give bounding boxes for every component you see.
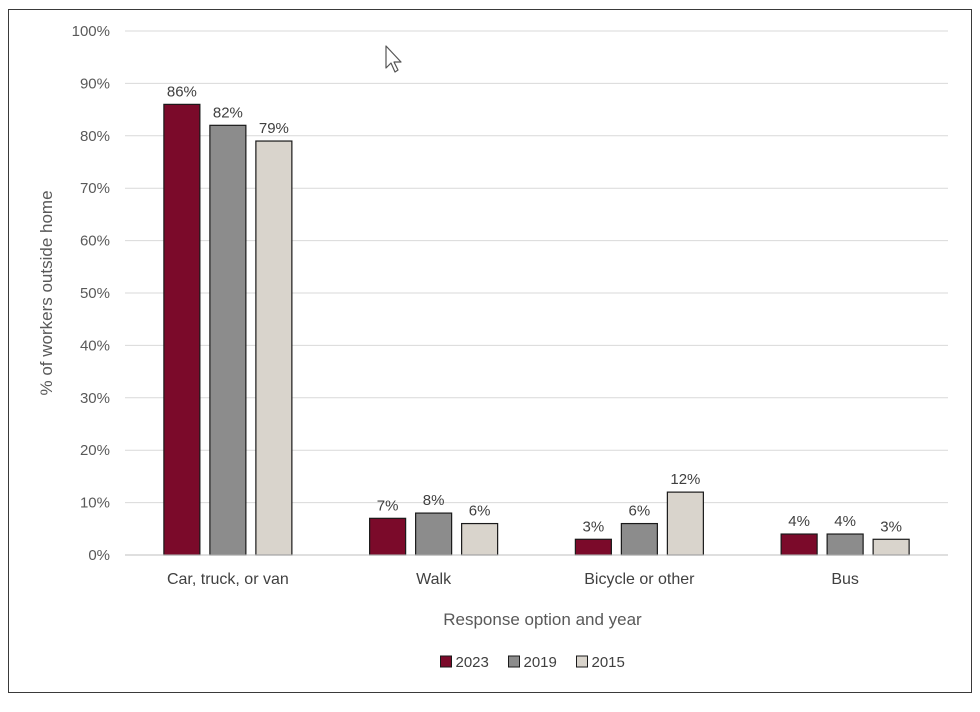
x-category-label: Bus [831, 571, 859, 588]
bar [369, 517, 407, 556]
data-label: 7% [377, 497, 399, 514]
bar [872, 538, 910, 556]
bar [620, 522, 658, 556]
y-tick-label: 100% [72, 23, 110, 40]
legend-item: 2015 [576, 654, 625, 671]
x-axis-categories: Car, truck, or van Walk Bicycle or other Bu… [167, 571, 859, 588]
data-labels: 86% 82% 79% 7% 8% 6% 3% 6% 12% 4% 4% 3% [167, 83, 902, 535]
bar [574, 538, 612, 556]
mouse-pointer-icon [385, 45, 402, 73]
bar [826, 533, 864, 556]
data-label: 82% [213, 104, 243, 121]
legend: 2023 2019 2015 [440, 654, 625, 671]
legend-swatch [576, 655, 588, 668]
data-label: 3% [880, 518, 902, 535]
x-category-label: Bicycle or other [584, 571, 695, 588]
bar [255, 140, 293, 556]
y-tick-label: 0% [88, 547, 110, 564]
legend-label: 2015 [592, 654, 625, 671]
data-label: 6% [629, 503, 651, 520]
legend-item: 2019 [508, 654, 557, 671]
data-label: 6% [469, 503, 491, 520]
y-tick-label: 60% [80, 233, 110, 250]
x-category-label: Walk [416, 571, 452, 588]
x-axis-title: Response option and year [443, 610, 642, 629]
data-label: 12% [670, 471, 700, 488]
legend-swatch [440, 655, 452, 668]
legend-swatch [508, 655, 520, 668]
data-label: 79% [259, 120, 289, 137]
y-tick-label: 10% [80, 495, 110, 512]
data-label: 3% [583, 518, 605, 535]
y-axis-title: % of workers outside home [37, 190, 56, 395]
data-label: 86% [167, 83, 197, 100]
bar [780, 533, 818, 556]
legend-item: 2023 [440, 654, 489, 671]
y-tick-label: 20% [80, 442, 110, 459]
legend-label: 2019 [524, 654, 557, 671]
legend-label: 2023 [456, 654, 489, 671]
y-axis-ticks: 0% 10% 20% 30% 40% 50% 60% 70% 80% 90% 100% [72, 23, 110, 564]
y-tick-label: 50% [80, 285, 110, 302]
y-tick-label: 70% [80, 180, 110, 197]
y-tick-label: 80% [80, 128, 110, 145]
bar [163, 103, 201, 556]
x-category-label: Car, truck, or van [167, 571, 289, 588]
bars [163, 103, 910, 556]
bar [461, 522, 499, 556]
data-label: 8% [423, 492, 445, 509]
y-tick-label: 30% [80, 390, 110, 407]
bar [666, 491, 704, 556]
data-label: 4% [788, 513, 810, 530]
y-tick-label: 40% [80, 337, 110, 354]
bar [209, 124, 247, 556]
y-tick-label: 90% [80, 75, 110, 92]
gridlines [125, 30, 948, 504]
bar [415, 512, 453, 556]
data-label: 4% [834, 513, 856, 530]
